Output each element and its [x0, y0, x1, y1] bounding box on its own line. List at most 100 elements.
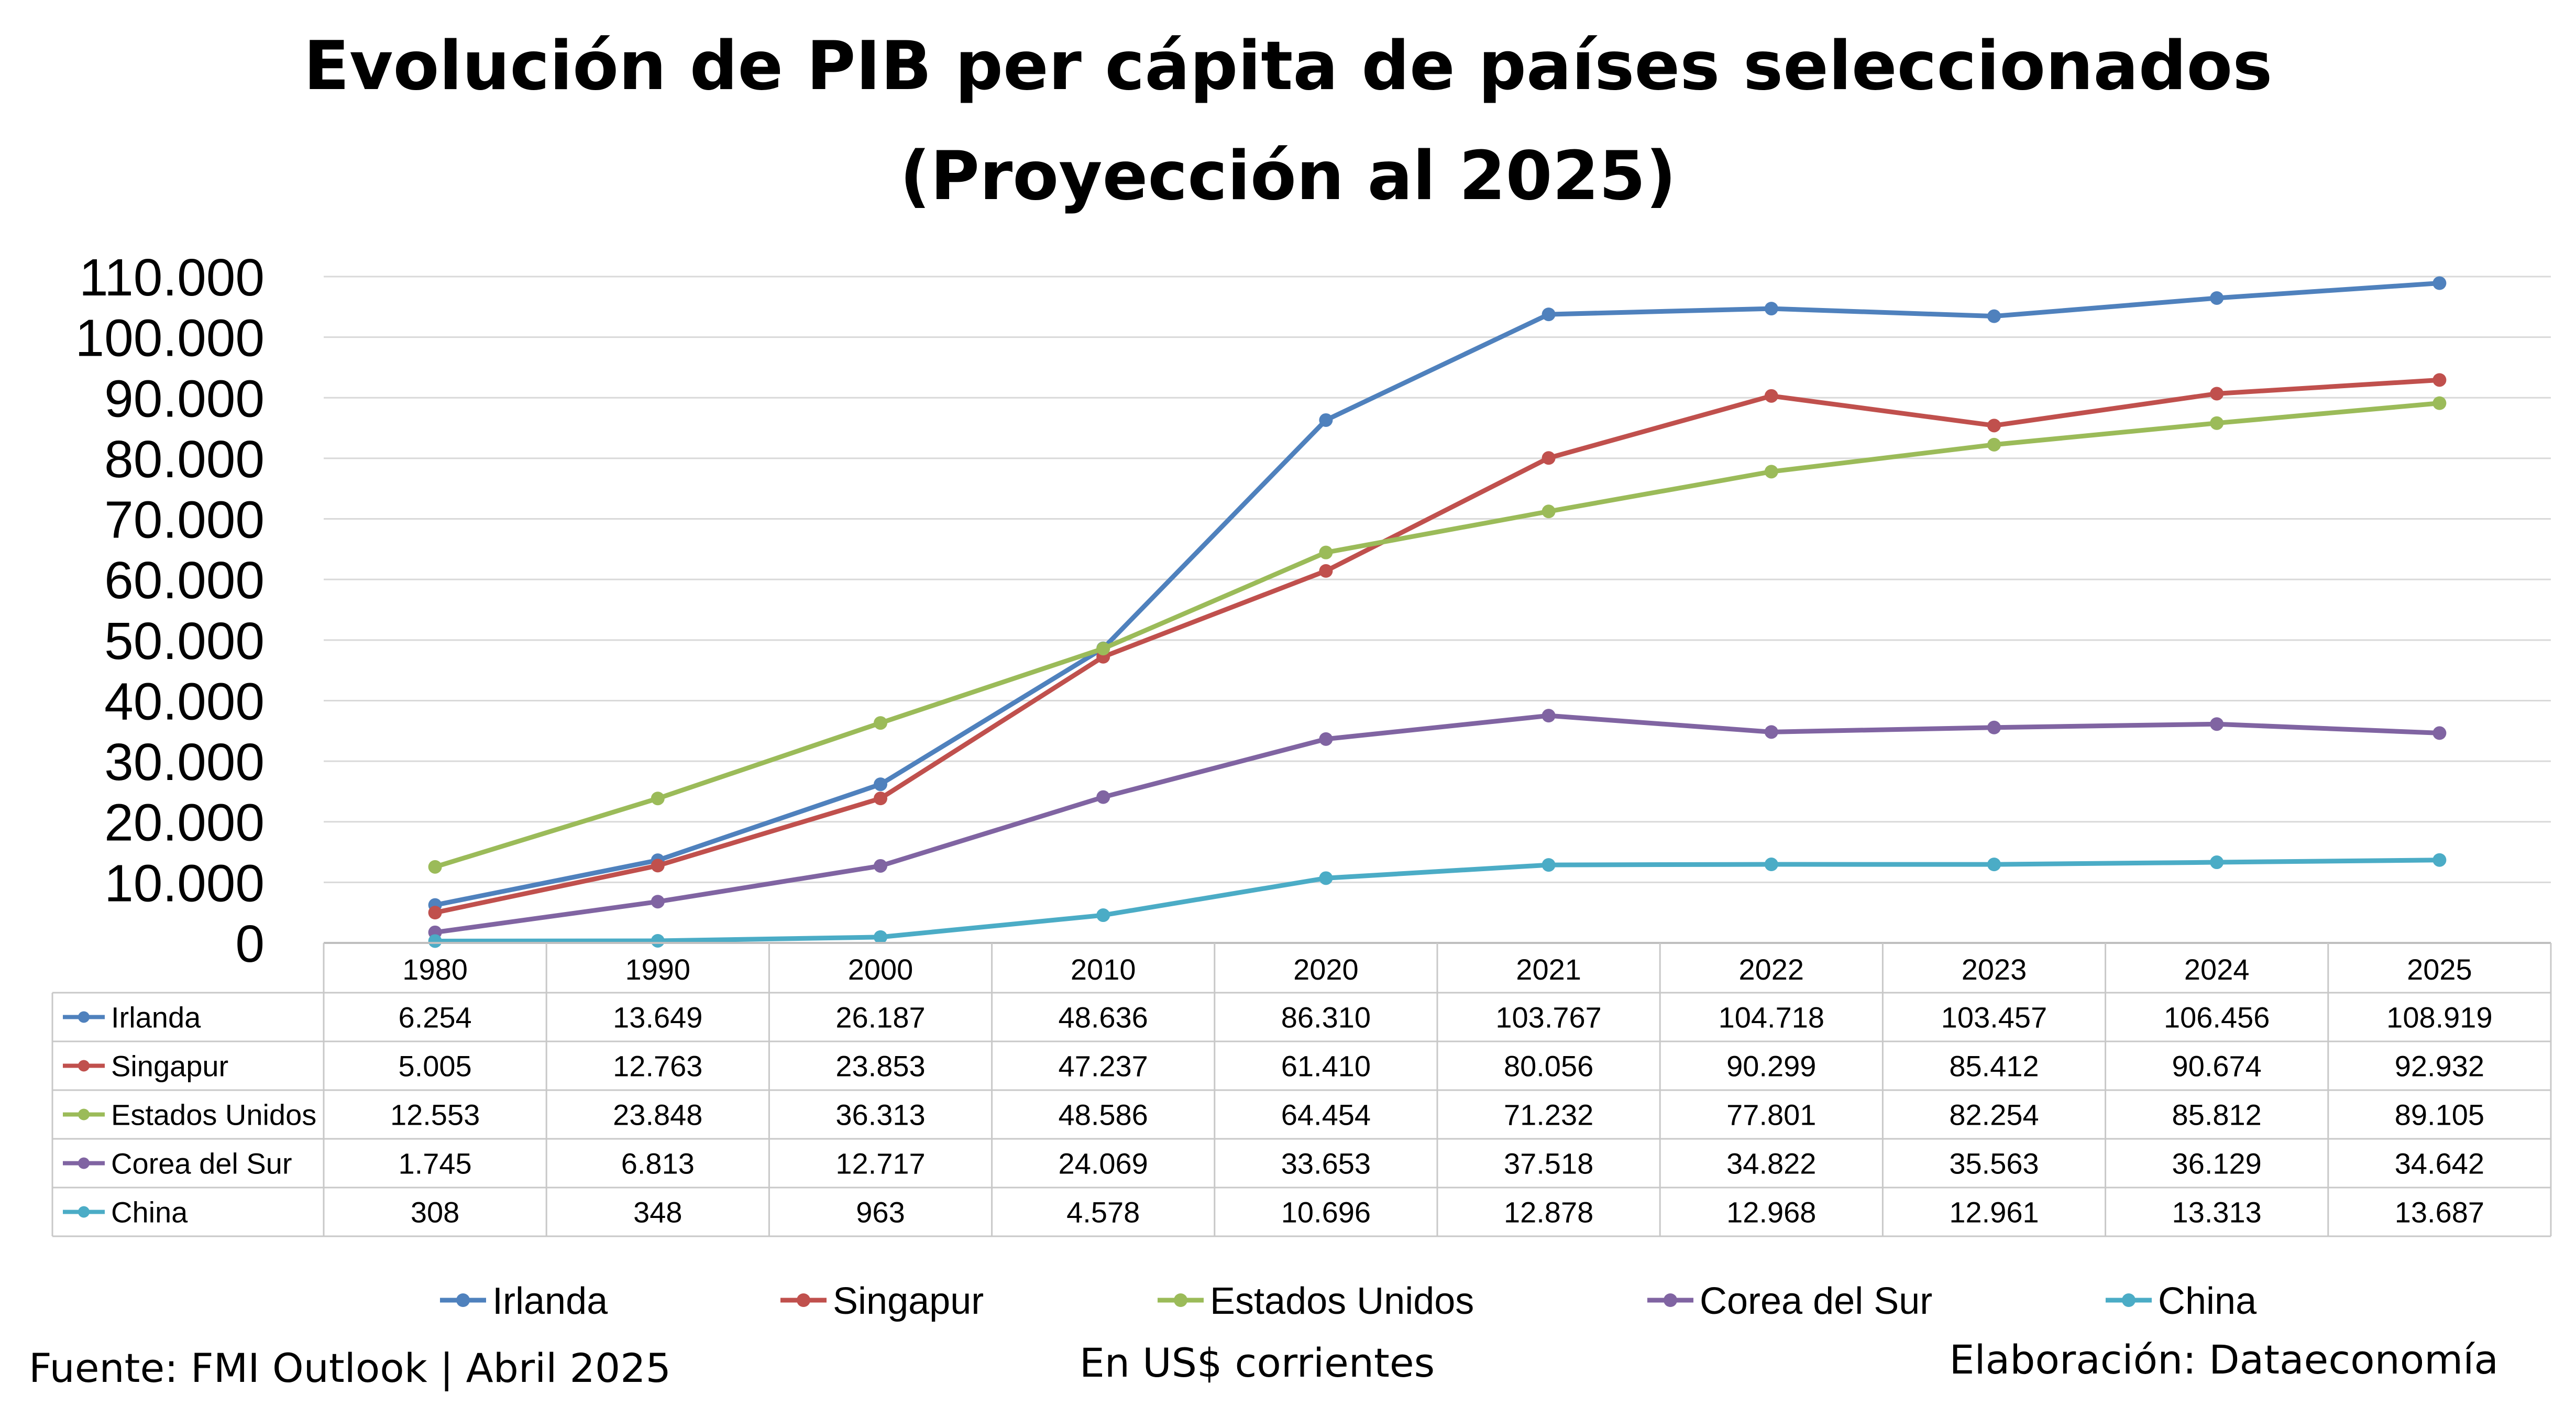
legend-marker — [1664, 1293, 1677, 1307]
table-legend-marker — [78, 1157, 90, 1169]
data-label: 33.653 — [1281, 1147, 1371, 1180]
data-point — [1542, 451, 1556, 465]
data-label: 6.813 — [621, 1147, 695, 1180]
data-label: 348 — [633, 1196, 682, 1229]
x-tick-label: 2022 — [1739, 953, 1804, 986]
y-tick-label: 60.000 — [104, 551, 265, 610]
data-label: 80.056 — [1504, 1050, 1593, 1083]
y-tick-label: 20.000 — [104, 794, 265, 852]
y-axis-ticks: 010.00020.00030.00040.00050.00060.00070.… — [75, 248, 265, 973]
data-point — [1987, 437, 2001, 452]
data-point — [2432, 853, 2447, 867]
data-point — [2210, 291, 2224, 305]
data-point — [1096, 908, 1110, 922]
data-label: 6.254 — [399, 1001, 472, 1034]
data-label: 64.454 — [1281, 1099, 1371, 1132]
data-point — [1096, 790, 1110, 804]
data-point — [1764, 465, 1778, 479]
data-label: 104.718 — [1719, 1001, 1824, 1034]
data-label: 12.763 — [613, 1050, 702, 1083]
footer-units: En US$ corrientes — [1080, 1339, 1435, 1386]
y-tick-label: 30.000 — [104, 733, 265, 792]
data-point — [2432, 396, 2447, 410]
legend-marker — [1174, 1293, 1187, 1307]
table-row-label: China — [111, 1196, 188, 1229]
data-label: 13.687 — [2395, 1196, 2484, 1229]
table-legend-marker — [78, 1108, 90, 1121]
table-legend-marker — [78, 1206, 90, 1218]
data-label: 92.932 — [2395, 1050, 2484, 1083]
legend-label: Estados Unidos — [1210, 1280, 1474, 1322]
data-point — [1319, 413, 1333, 427]
data-point — [1987, 309, 2001, 323]
series-line — [433, 281, 2442, 908]
data-point — [2210, 855, 2224, 870]
x-tick-label: 2021 — [1516, 953, 1581, 986]
x-tick-label: 2023 — [1962, 953, 2027, 986]
legend-marker — [2122, 1293, 2135, 1307]
legend-label: China — [2158, 1280, 2257, 1322]
y-tick-label: 40.000 — [104, 672, 265, 731]
data-label: 103.767 — [1495, 1001, 1601, 1034]
data-label: 34.642 — [2395, 1147, 2484, 1180]
table-row-label: Irlanda — [111, 1001, 201, 1034]
x-tick-label: 1990 — [625, 953, 691, 986]
table-row-label: Singapur — [111, 1050, 228, 1083]
data-point — [1764, 725, 1778, 739]
data-point — [2210, 416, 2224, 430]
data-label: 4.578 — [1066, 1196, 1140, 1229]
x-tick-label: 2024 — [2184, 953, 2250, 986]
data-label: 89.105 — [2395, 1099, 2484, 1132]
x-tick-label: 2025 — [2407, 953, 2472, 986]
y-tick-label: 110.000 — [79, 248, 265, 307]
data-label: 86.310 — [1281, 1001, 1371, 1034]
x-tick-label: 2010 — [1071, 953, 1136, 986]
chart-subtitle: (Proyección al 2025) — [900, 137, 1676, 215]
data-label: 36.313 — [835, 1099, 925, 1132]
legend: Irlanda Singapur Estados Unidos Corea del S… — [440, 1280, 2257, 1322]
y-tick-label: 90.000 — [104, 369, 265, 428]
data-label: 26.187 — [835, 1001, 925, 1034]
data-label: 12.553 — [390, 1099, 480, 1132]
data-point — [1319, 732, 1333, 746]
data-point — [1764, 858, 1778, 872]
series-line — [433, 713, 2442, 935]
data-point — [2432, 276, 2447, 290]
data-label: 35.563 — [1949, 1147, 2039, 1180]
data-label: 12.961 — [1949, 1196, 2039, 1229]
legend-marker — [456, 1293, 470, 1307]
data-label: 24.069 — [1059, 1147, 1148, 1180]
data-label: 12.717 — [835, 1147, 925, 1180]
data-label: 13.313 — [2172, 1196, 2262, 1229]
data-label: 71.232 — [1504, 1099, 1593, 1132]
footer-source: Fuente: FMI Outlook | Abril 2025 — [29, 1345, 671, 1392]
data-point — [1319, 545, 1333, 559]
data-label: 963 — [856, 1196, 905, 1229]
data-label: 61.410 — [1281, 1050, 1371, 1083]
data-label: 108.919 — [2386, 1001, 2492, 1034]
data-label: 12.878 — [1504, 1196, 1593, 1229]
table-row-label: Estados Unidos — [111, 1099, 316, 1132]
data-point — [651, 792, 665, 806]
y-tick-label: 100.000 — [75, 309, 265, 368]
data-label: 82.254 — [1949, 1099, 2039, 1132]
series-line — [433, 401, 2442, 870]
data-label: 37.518 — [1504, 1147, 1593, 1180]
gridlines — [324, 276, 2551, 883]
data-point — [874, 930, 887, 944]
data-point — [874, 792, 887, 806]
x-tick-label: 2020 — [1293, 953, 1359, 986]
data-point — [2210, 387, 2224, 401]
data-point — [2432, 726, 2447, 740]
table-legend-marker — [78, 1060, 90, 1072]
x-tick-label: 1980 — [402, 953, 468, 986]
data-point — [1542, 858, 1556, 872]
data-point — [1096, 642, 1110, 656]
data-table: 1980 1990 2000 2010 2020 2021 2022 2023 2024 2025… — [51, 942, 2552, 1237]
series-group — [428, 276, 2447, 948]
data-point — [651, 933, 665, 948]
data-point — [428, 934, 442, 948]
data-label: 5.005 — [399, 1050, 472, 1083]
